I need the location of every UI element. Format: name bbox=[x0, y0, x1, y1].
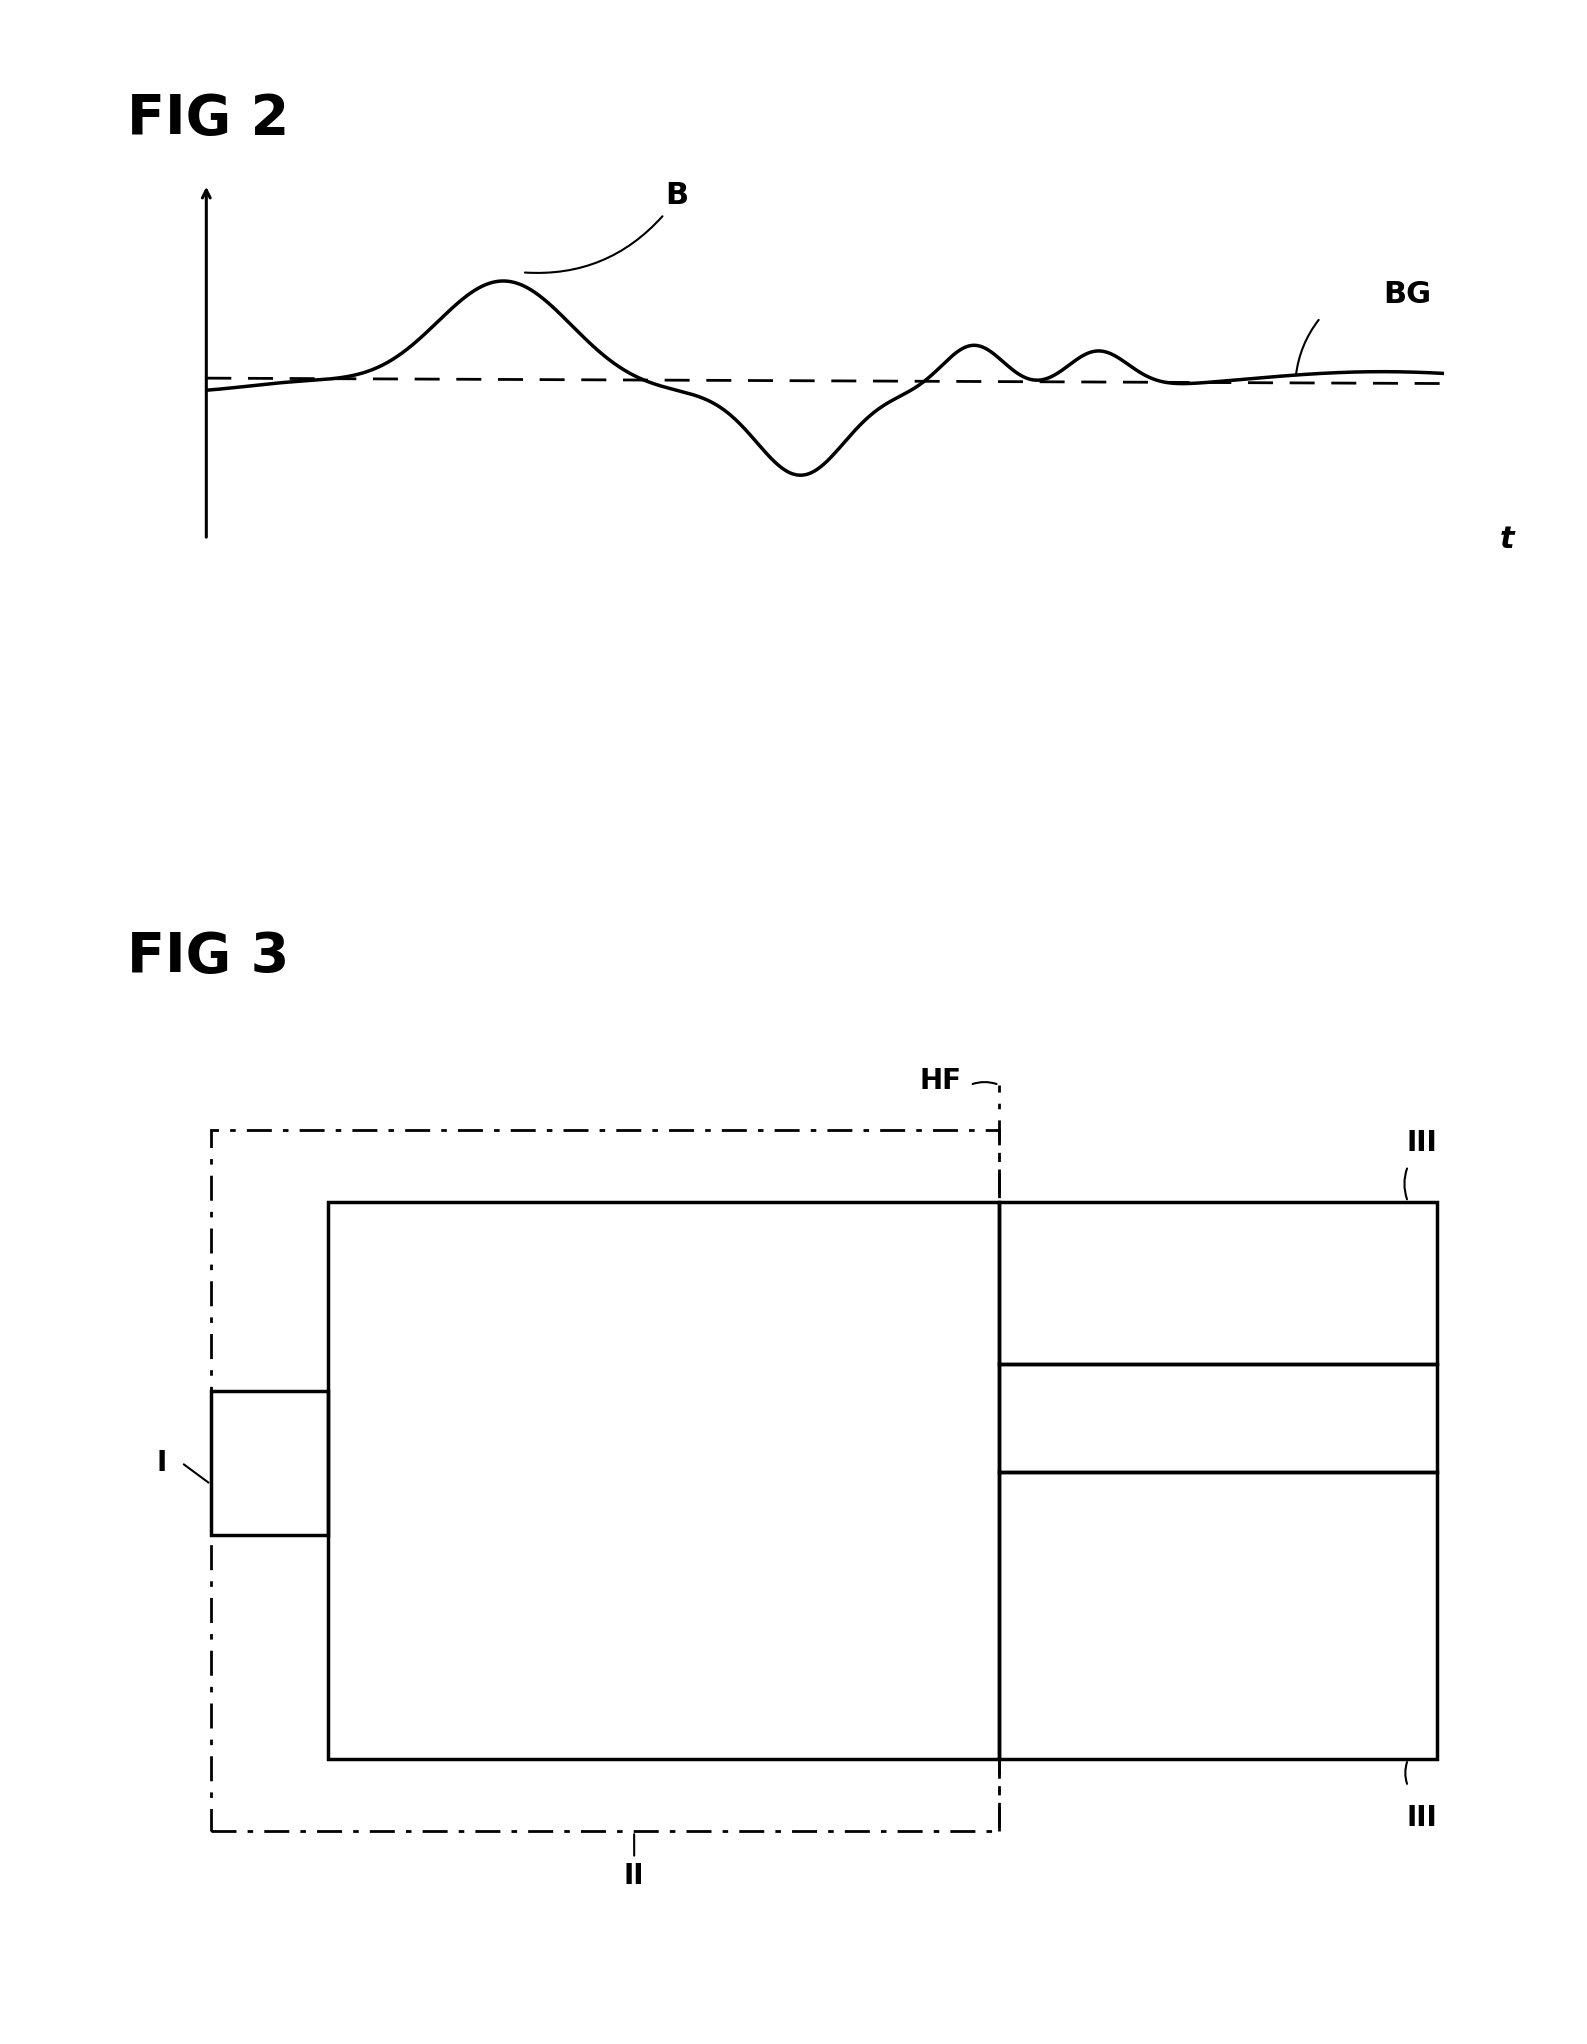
Text: III: III bbox=[1406, 1128, 1438, 1157]
Bar bbox=[327, 1202, 1000, 1760]
Bar bbox=[1000, 1202, 1438, 1363]
Text: BG: BG bbox=[1384, 280, 1431, 309]
Text: FIG 2: FIG 2 bbox=[127, 92, 289, 145]
Bar bbox=[211, 1390, 327, 1535]
Text: III: III bbox=[1406, 1805, 1438, 1831]
Bar bbox=[1000, 1472, 1438, 1760]
Bar bbox=[1000, 1363, 1438, 1472]
Text: HF: HF bbox=[920, 1067, 962, 1096]
Text: II: II bbox=[624, 1862, 644, 1891]
Text: t: t bbox=[1500, 525, 1514, 554]
Bar bbox=[211, 1130, 1000, 1831]
Text: B: B bbox=[665, 180, 689, 211]
Text: I: I bbox=[157, 1449, 167, 1476]
Text: FIG 3: FIG 3 bbox=[127, 930, 289, 983]
